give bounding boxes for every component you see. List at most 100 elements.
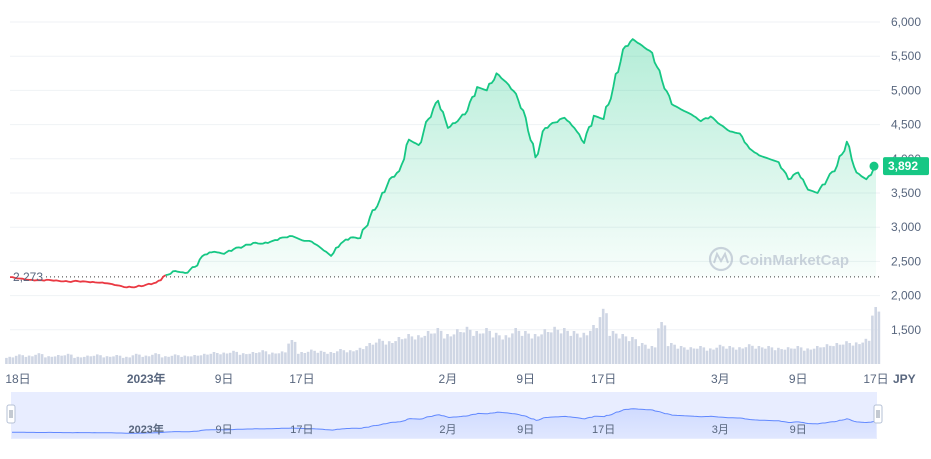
volume-bar [670, 343, 673, 364]
volume-bar [329, 352, 333, 364]
volume-bar [524, 331, 527, 364]
current-price-dot[interactable] [869, 161, 879, 171]
volume-bar [40, 354, 44, 364]
volume-bar [387, 341, 391, 364]
volume-bar [34, 354, 37, 364]
volume-bar [592, 325, 595, 364]
volume-bar [468, 329, 472, 364]
volume-bar [793, 348, 796, 364]
current-price-label: 3,892 [888, 159, 918, 173]
volume-bar [83, 356, 86, 364]
volume-bar [689, 347, 693, 364]
volume-bar [854, 342, 858, 364]
volume-bar [47, 356, 50, 364]
volume-bar [131, 355, 135, 364]
volume-bar [404, 338, 407, 364]
volume-bar [79, 357, 83, 364]
volume-bar [799, 347, 803, 364]
range-navigator[interactable]: 2023年 9日 17日 2月 9日 17日 3月 9日 [6, 392, 883, 439]
volume-bar [92, 355, 96, 364]
volume-bar [702, 347, 706, 364]
volume-bar [520, 335, 524, 364]
y-tick-label: 3,000 [891, 220, 921, 234]
volume-bar [102, 357, 105, 364]
volume-bar [167, 356, 170, 364]
volume-bar [31, 356, 34, 364]
volume-bar [563, 328, 566, 364]
navigator-tick-label: 3月 [712, 424, 729, 436]
volume-bar [27, 355, 31, 364]
volume-bar [293, 341, 297, 364]
y-axis-ticks: 1,5002,0002,5003,0003,5004,0004,5005,000… [891, 15, 921, 337]
navigator-tick-label: 2月 [439, 424, 456, 436]
volume-bar [345, 352, 349, 364]
volume-bar [105, 356, 109, 364]
navigator-left-handle[interactable] [6, 404, 16, 424]
navigator-tick-label: 17日 [592, 424, 615, 436]
volume-bar [576, 333, 579, 364]
volume-bar [841, 344, 845, 364]
volume-bar [248, 353, 251, 364]
volume-bar [537, 336, 540, 364]
volume-bar [297, 353, 300, 364]
volume-bar [384, 344, 388, 364]
volume-bar [543, 329, 547, 364]
volume-bar [86, 355, 89, 364]
volume-bar [358, 347, 362, 364]
volume-bar [601, 308, 605, 364]
navigator-tick-label: 2023年 [128, 422, 163, 436]
navigator-tick-label: 9日 [216, 424, 233, 436]
volume-bar [488, 330, 491, 364]
volume-bar [832, 346, 835, 364]
volume-bar [99, 355, 102, 364]
volume-bar [5, 357, 8, 364]
volume-bar [871, 315, 874, 364]
volume-bar [203, 353, 206, 364]
volume-bar [160, 357, 164, 364]
navigator-right-handle[interactable] [873, 404, 883, 424]
volume-bar [796, 346, 800, 364]
volume-bar [556, 329, 560, 364]
volume-bar [783, 349, 787, 364]
volume-bar [679, 346, 683, 364]
volume-bar [741, 348, 744, 364]
volume-bar [209, 353, 213, 364]
currency-label: JPY [893, 372, 916, 386]
volume-bar [443, 338, 446, 364]
volume-bar [566, 330, 569, 364]
volume-bar [718, 344, 722, 364]
volume-bar [673, 344, 676, 364]
volume-bar [423, 335, 427, 364]
volume-bar [313, 350, 316, 364]
volume-bar [475, 331, 478, 364]
volume-bar [310, 349, 313, 364]
volume-bar [284, 352, 287, 364]
volume-bar [258, 352, 261, 364]
volume-bar [212, 352, 216, 364]
volume-bar [803, 350, 806, 364]
volume-bar [829, 345, 832, 364]
volume-bar [653, 347, 657, 364]
volume-bar [611, 331, 615, 364]
volume-bar [190, 356, 193, 364]
volume-bar [115, 355, 118, 364]
y-tick-label: 6,000 [891, 15, 921, 29]
volume-bar [867, 340, 871, 364]
volume-bar [219, 354, 222, 364]
x-tick-label: 17日 [591, 372, 616, 386]
volume-bar [874, 307, 877, 364]
volume-bar [96, 354, 99, 364]
volume-bar [585, 335, 589, 364]
volume-bar [439, 330, 443, 364]
volume-bar [650, 346, 654, 364]
volume-bar [407, 334, 410, 364]
volume-bar [472, 335, 475, 364]
volume-bar [410, 336, 414, 364]
volume-bars [5, 307, 881, 365]
volume-bar [342, 350, 346, 364]
y-tick-label: 4,500 [891, 118, 921, 132]
volume-bar [666, 346, 670, 364]
volume-bar [378, 338, 381, 364]
volume-bar [657, 328, 660, 364]
